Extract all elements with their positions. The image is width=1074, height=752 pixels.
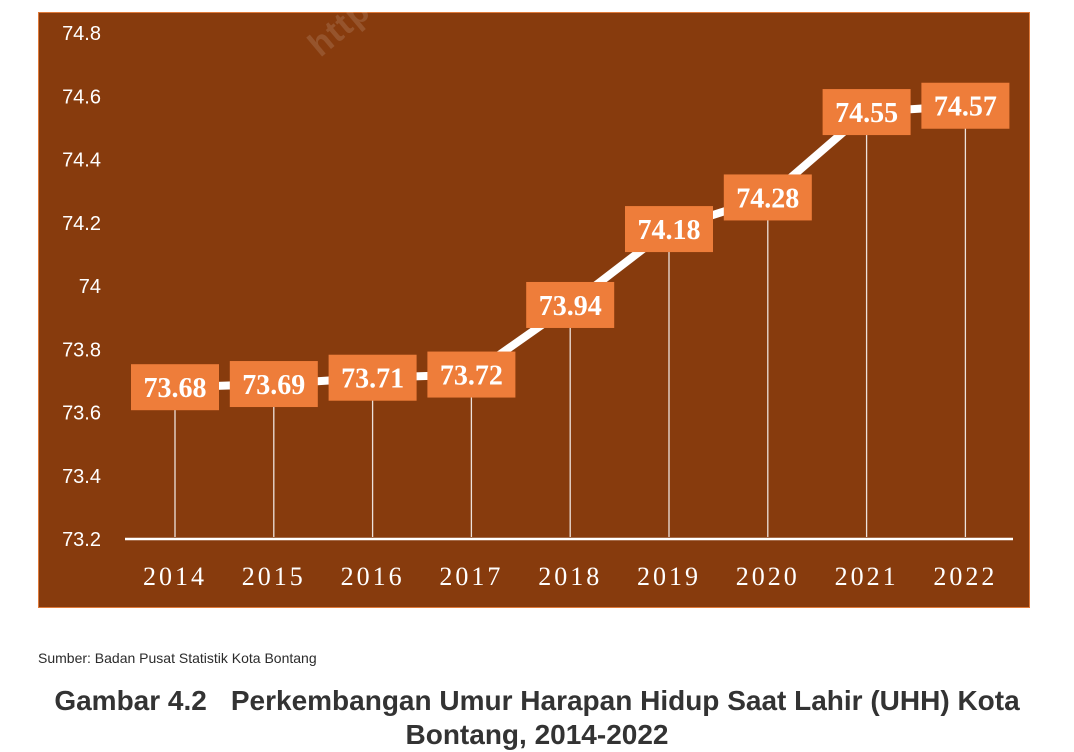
data-label: 74.57: [934, 92, 997, 123]
y-tick-label: 74.8: [62, 23, 101, 45]
line-chart: 73.2 73.4 73.6 73.8 74 74.2 74.4 74.6 74.8 73.68 7…: [62, 23, 1013, 591]
data-label: 74.18: [638, 215, 701, 246]
data-label: 74.55: [835, 98, 898, 129]
data-point-marker: [328, 354, 417, 401]
data-point-marker: [723, 174, 812, 221]
x-tick-label: 2014: [143, 562, 207, 591]
data-point-marker: [921, 82, 1010, 129]
x-tick-label: 2018: [538, 562, 602, 591]
x-tick-label: 2015: [242, 562, 306, 591]
data-label: 73.72: [440, 361, 503, 392]
y-tick-label: 73.4: [62, 466, 101, 488]
data-point-marker: [229, 361, 318, 408]
data-point-marker: [822, 89, 911, 136]
data-point-marker: [427, 351, 516, 398]
figure-title: Perkembangan Umur Harapan Hidup Saat Lah…: [230, 685, 1020, 750]
y-tick-label: 73.8: [62, 339, 101, 361]
y-tick-label: 74.6: [62, 86, 101, 108]
data-point-marker: [526, 281, 615, 328]
data-label: 73.69: [242, 370, 305, 401]
y-tick-label: 73.2: [62, 529, 101, 551]
x-tick-label: 2021: [835, 562, 899, 591]
data-label: 73.68: [144, 373, 207, 404]
y-tick-label: 74.2: [62, 213, 101, 235]
chart-panel: 73.2 73.4 73.6 73.8 74 74.2 74.4 74.6 74.8 73.68 7…: [38, 0, 1030, 608]
x-tick-label: 2019: [637, 562, 701, 591]
source-note: Sumber: Badan Pusat Statistik Kota Bonta…: [38, 650, 317, 666]
data-label: 73.94: [539, 291, 602, 322]
data-point-marker: [625, 206, 713, 253]
figure-number: Gambar 4.2: [54, 685, 207, 716]
x-tick-label: 2020: [736, 562, 800, 591]
x-tick-label: 2022: [933, 562, 997, 591]
x-tick-label: 2017: [439, 562, 503, 591]
y-tick-label: 74.4: [62, 150, 101, 172]
data-label: 73.71: [341, 364, 404, 395]
data-point-marker: [131, 364, 219, 411]
x-tick-label: 2016: [341, 562, 405, 591]
data-label: 74.28: [736, 183, 799, 214]
y-tick-label: 74: [79, 276, 101, 298]
y-tick-label: 73.6: [62, 403, 101, 425]
